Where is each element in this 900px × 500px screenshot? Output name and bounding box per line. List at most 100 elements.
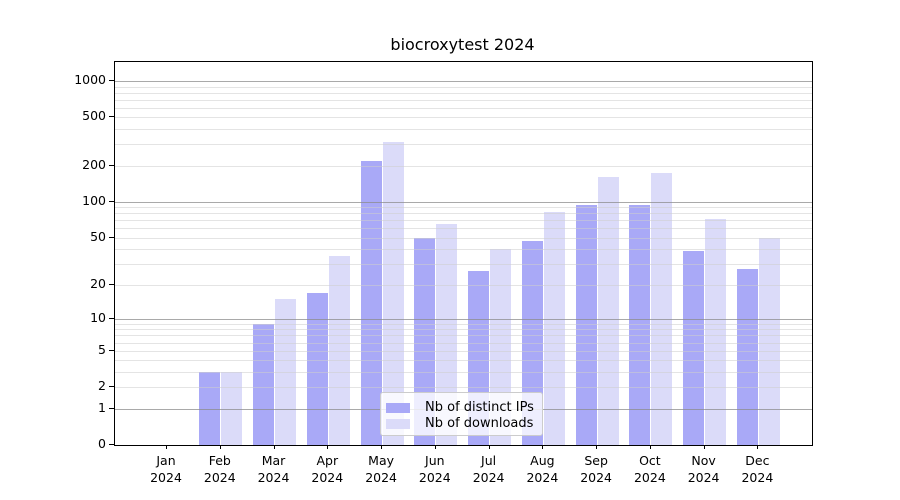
x-tick-mark	[649, 445, 651, 449]
bar-downloads	[543, 211, 565, 445]
x-tick-month: Jul	[481, 453, 497, 468]
x-tick-mark	[488, 445, 490, 449]
x-tick-mark	[381, 445, 383, 449]
y-tick-label: 500	[82, 108, 106, 124]
x-tick-year: 2024	[203, 470, 236, 485]
y-tick-mark	[109, 283, 114, 285]
x-tick-year: 2024	[741, 470, 774, 485]
x-tick-year: 2024	[580, 470, 612, 485]
chart-title: biocroxytest 2024	[390, 35, 535, 54]
x-tick-month: Sep	[584, 453, 608, 468]
grid-line-minor	[115, 107, 812, 109]
grid-line-minor	[115, 342, 812, 344]
x-tick-label: Oct 2024	[620, 452, 680, 486]
legend-item-distinct-ips: Nb of distinct IPs	[386, 400, 542, 415]
x-tick-mark	[542, 445, 544, 449]
x-tick-year: 2024	[687, 470, 720, 485]
x-tick-month: Feb	[208, 453, 231, 468]
y-tick-mark	[109, 349, 114, 351]
x-tick-month: Jan	[156, 453, 176, 468]
legend-item-downloads: Nb of downloads	[386, 416, 542, 431]
x-tick-mark	[703, 445, 705, 449]
bar-downloads	[758, 237, 780, 445]
bar-downloads	[705, 218, 727, 445]
x-tick-month: Dec	[745, 453, 770, 468]
legend-swatch-downloads	[386, 418, 410, 429]
grid-line-major	[115, 81, 812, 82]
x-tick-month: May	[368, 453, 395, 468]
y-tick-label: 20	[90, 275, 106, 291]
grid-line-minor	[115, 165, 812, 167]
y-tick-mark	[109, 236, 114, 238]
grid-line-minor	[115, 387, 812, 389]
y-tick-label: 1	[98, 399, 106, 415]
x-tick-label: Sep 2024	[566, 452, 626, 486]
x-tick-label: Aug 2024	[512, 452, 572, 486]
x-tick-year: 2024	[311, 470, 344, 485]
bar-distinct-ips	[736, 269, 758, 445]
x-tick-month: Aug	[530, 453, 555, 468]
bar-downloads	[382, 142, 404, 445]
bar-distinct-ips	[253, 323, 275, 445]
x-tick-month: Mar	[261, 453, 286, 468]
x-tick-mark	[219, 445, 221, 449]
x-tick-year: 2024	[150, 470, 182, 485]
x-tick-month: Oct	[639, 453, 661, 468]
grid-line-minor	[115, 360, 812, 362]
y-tick-label: 0	[98, 436, 106, 451]
bar-distinct-ips	[306, 292, 328, 445]
x-tick-mark	[434, 445, 436, 449]
grid-line-minor	[115, 335, 812, 337]
grid-line-minor	[115, 129, 812, 131]
x-tick-label: Apr 2024	[297, 452, 357, 486]
y-tick-label: 50	[90, 228, 106, 244]
x-tick-mark	[166, 445, 167, 449]
x-tick-year: 2024	[526, 470, 559, 485]
grid-line-minor	[115, 99, 812, 101]
grid-line-minor	[115, 220, 812, 222]
legend: Nb of distinct IPs Nb of downloads	[380, 392, 543, 436]
y-tick-label: 1000	[74, 72, 106, 87]
bar-distinct-ips	[360, 160, 382, 445]
x-tick-label: Dec 2024	[727, 452, 787, 486]
y-tick-mark	[109, 164, 114, 166]
x-tick-year: 2024	[257, 470, 290, 485]
grid-line-minor	[115, 228, 812, 230]
x-tick-mark	[327, 445, 329, 449]
x-tick-label: Feb 2024	[190, 452, 250, 486]
grid-line-minor	[115, 207, 812, 209]
y-tick-label: 5	[98, 341, 106, 357]
y-tick-mark	[109, 200, 114, 202]
x-tick-year: 2024	[365, 470, 397, 485]
x-tick-year: 2024	[633, 470, 666, 485]
plot-area	[114, 61, 813, 446]
x-tick-mark	[757, 445, 759, 449]
grid-line-minor	[115, 329, 812, 331]
bar-downloads	[597, 177, 619, 445]
x-tick-label: Nov 2024	[674, 452, 734, 486]
bar-downloads	[651, 172, 673, 445]
y-tick-mark	[109, 444, 114, 445]
legend-swatch-distinct-ips	[386, 402, 410, 413]
grid-line-minor	[115, 92, 812, 94]
x-tick-label: Jun 2024	[405, 452, 465, 486]
x-tick-mark	[273, 445, 275, 449]
x-tick-month: Nov	[691, 453, 716, 468]
x-tick-year: 2024	[418, 470, 451, 485]
y-tick-mark	[109, 386, 114, 388]
x-tick-label: Jan 2024	[136, 452, 196, 486]
y-tick-label: 10	[90, 309, 106, 325]
x-tick-year: 2024	[472, 470, 505, 485]
y-tick-mark	[109, 80, 114, 81]
bar-downloads	[436, 224, 458, 445]
x-tick-mark	[596, 445, 598, 449]
grid-line-minor	[115, 284, 812, 286]
grid-line-minor	[115, 264, 812, 266]
x-tick-month: Apr	[316, 453, 339, 468]
grid-line-minor	[115, 144, 812, 146]
grid-line-minor	[115, 249, 812, 251]
grid-line-major	[115, 318, 812, 320]
x-tick-label: May 2024	[351, 452, 411, 486]
y-tick-label: 200	[82, 156, 106, 172]
